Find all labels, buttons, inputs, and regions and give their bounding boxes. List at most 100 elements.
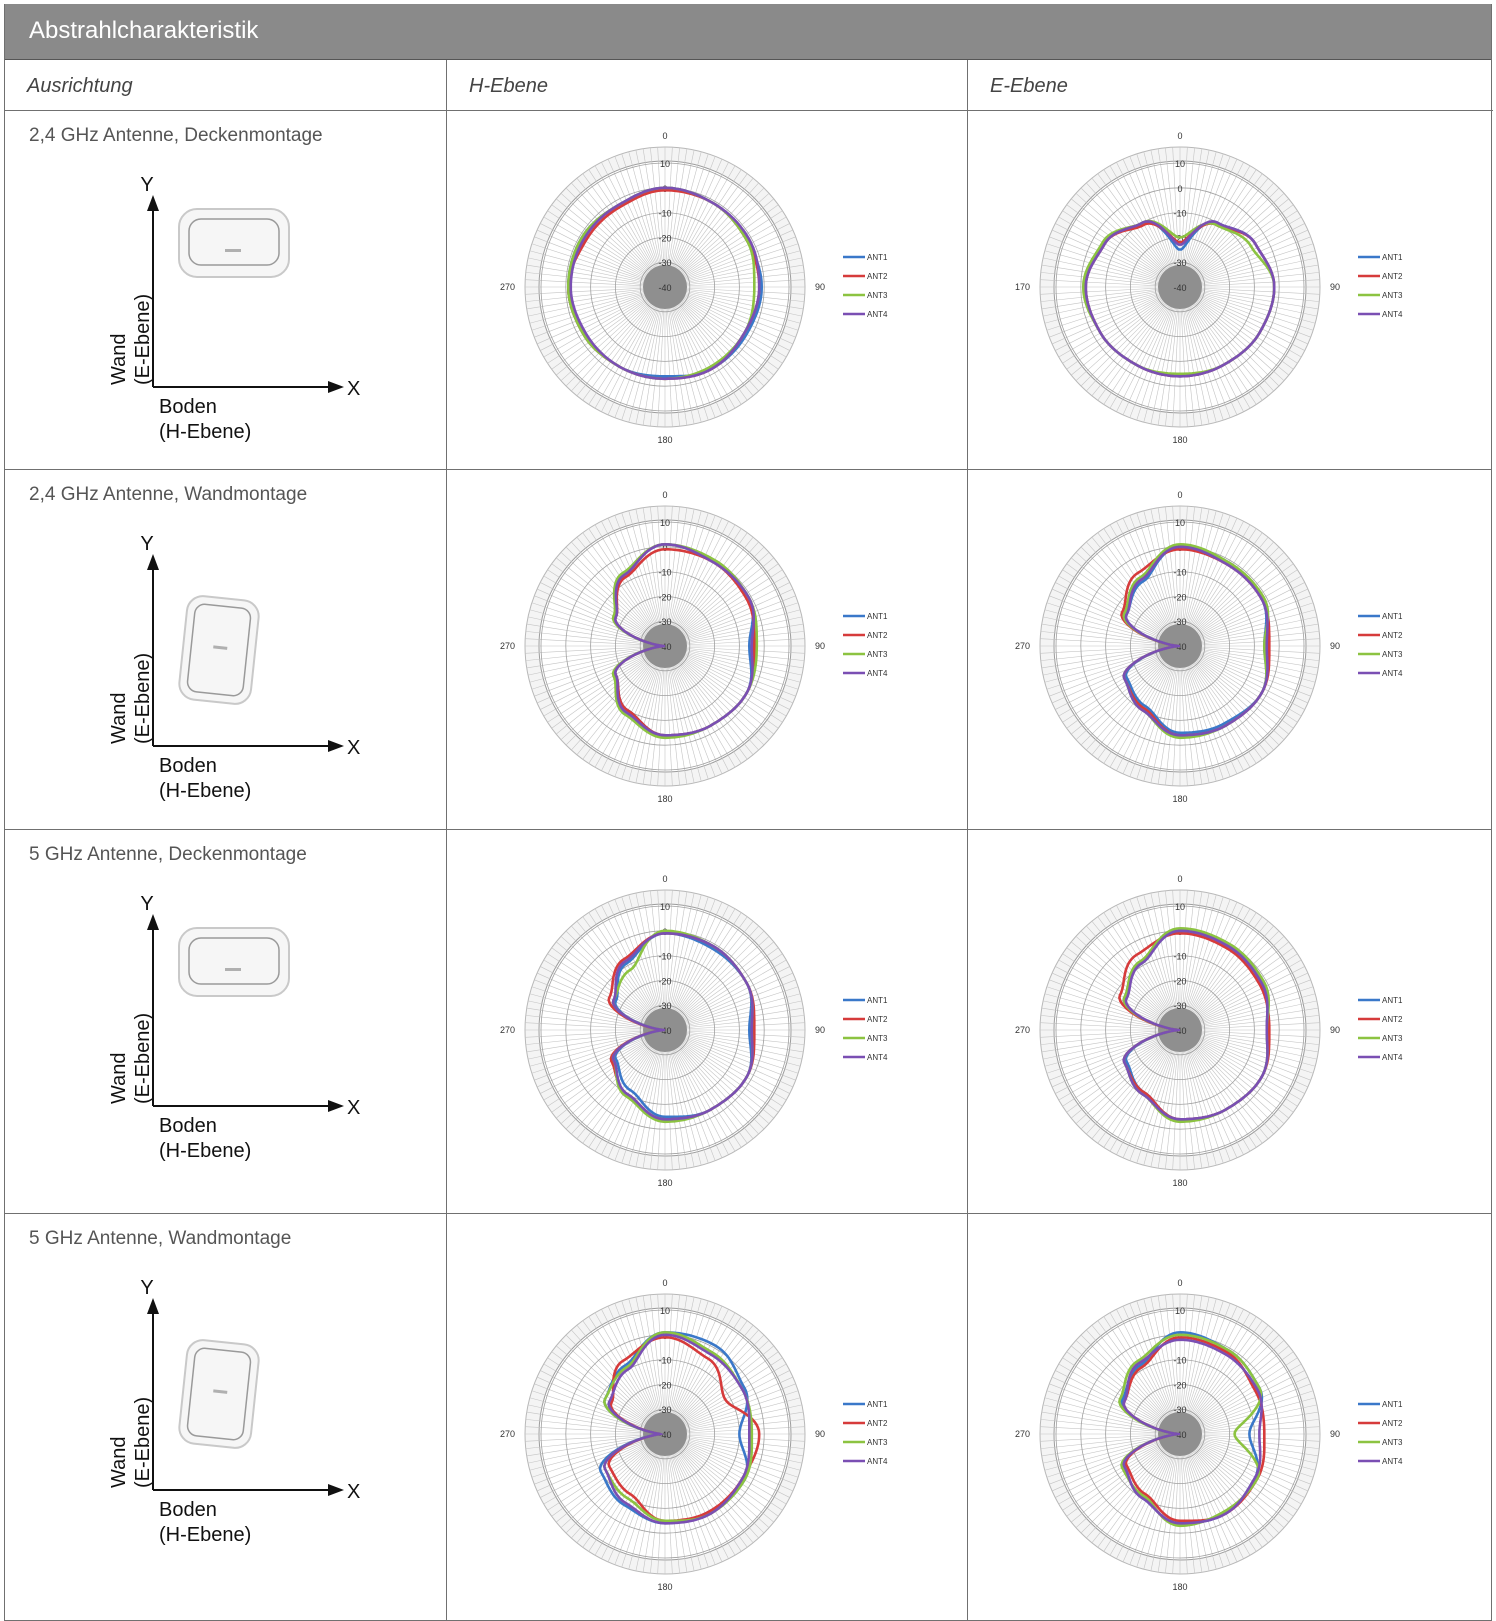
orientation-cell: 5 GHz Antenne, Wandmontage Y X Boden (H-Eben…: [5, 1214, 447, 1620]
h-plane-cell: 10 0 -10 -20 -30 -40 0 90 180 270 ANT1 ANT2 ANT3 ANT4: [447, 470, 968, 829]
polar-ring: [540, 905, 790, 1155]
legend-label-ant3: ANT3: [1382, 1438, 1403, 1447]
floor-plane-label: (H-Ebene): [159, 1140, 251, 1162]
legend-label-ant3: ANT3: [867, 1034, 888, 1043]
polar-ring: [1055, 162, 1305, 412]
floor-label: Boden: [159, 396, 217, 418]
angle-label-90: 90: [1330, 1025, 1340, 1035]
access-point-logo: [225, 968, 241, 971]
polar-ring: [1055, 521, 1305, 771]
radial-tick-label: -20: [658, 976, 671, 986]
legend-label-ant1: ANT1: [867, 612, 888, 621]
polar-ring: [1080, 187, 1280, 387]
radial-tick-label: -20: [1173, 976, 1186, 986]
angle-label-180: 180: [1172, 1582, 1187, 1592]
polar-ring: [639, 620, 691, 672]
floor-label: Boden: [159, 1499, 217, 1521]
header-h-plane-label: H-Ebene: [469, 75, 548, 97]
series-line-ant3: [1081, 219, 1276, 376]
polar-spokes: [1040, 1294, 1320, 1574]
row-title: 5 GHz Antenne, Deckenmontage: [29, 844, 307, 865]
radial-tick-label: -10: [1173, 1356, 1186, 1366]
radial-tick-label: -30: [1173, 617, 1186, 627]
row-title: 2,4 GHz Antenne, Wandmontage: [29, 484, 308, 505]
polar-ring: [1129, 596, 1230, 696]
polar-ring: [639, 261, 691, 313]
e-plane-cell: 10 0 -10 -20 -30 -40 0 90 180 270 ANT1 ANT2 ANT3 ANT4: [968, 830, 1493, 1213]
angle-label-270: 270: [1015, 641, 1030, 651]
floor-plane-label: (H-Ebene): [159, 780, 251, 802]
wall-plane-label: (E-Ebene): [132, 1397, 154, 1488]
wall-plane-label: (E-Ebene): [132, 1013, 154, 1104]
polar-ring: [1154, 620, 1206, 672]
row-title: 2,4 GHz Antenne, Deckenmontage: [29, 125, 323, 146]
legend-label-ant4: ANT4: [867, 1053, 888, 1062]
polar-ring: [1055, 1309, 1305, 1559]
access-point-inner-outline: [188, 218, 280, 266]
angle-label-180: 180: [657, 1582, 672, 1592]
radial-tick-label: 10: [660, 1306, 670, 1316]
radial-tick-label: 10: [660, 902, 670, 912]
legend-label-ant3: ANT3: [1382, 291, 1403, 300]
polar-spokes: [525, 1294, 805, 1574]
polar-spokes: [1040, 890, 1320, 1170]
angle-label-90: 90: [815, 1429, 825, 1439]
wall-label: Wand: [108, 1436, 130, 1488]
access-point-logo: [213, 645, 228, 650]
polar-ring: [565, 546, 765, 746]
radial-tick-label: -40: [658, 1430, 671, 1440]
legend-label-ant3: ANT3: [1382, 1034, 1403, 1043]
y-axis-label: Y: [140, 174, 153, 196]
wall-label-group: Wand (E-Ebene): [108, 653, 154, 744]
orientation-diagram: Y X Boden (H-Ebene) Wand (E-Ebene): [108, 174, 360, 443]
angle-label-180: 180: [1172, 435, 1187, 445]
series-line-ant3: [1122, 543, 1270, 740]
access-point-device: [178, 1339, 260, 1449]
angle-label-180: 180: [657, 435, 672, 445]
polar-ring: [1105, 571, 1255, 721]
access-point-logo: [225, 249, 241, 252]
polar-chart: 10 0 -10 -20 -30 -40 0 90 180 170 ANT1 ANT2 ANT3 ANT4: [1015, 131, 1403, 445]
legend-label-ant4: ANT4: [867, 1457, 888, 1466]
series-line-ant4: [602, 1333, 751, 1525]
angle-label-90: 90: [815, 1025, 825, 1035]
orientation-diagram: Y X Boden (H-Ebene) Wand (E-Ebene): [108, 533, 360, 802]
legend-label-ant2: ANT2: [1382, 272, 1403, 281]
radial-tick-label: -10: [658, 209, 671, 219]
header-orientation-label: Ausrichtung: [27, 75, 133, 97]
legend-label-ant2: ANT2: [1382, 1015, 1403, 1024]
x-axis-label: X: [347, 1097, 360, 1119]
polar-ring: [1154, 1408, 1206, 1460]
floor-plane-label: (H-Ebene): [159, 1524, 251, 1546]
y-axis-arrow: [147, 554, 159, 570]
header-orientation: Ausrichtung: [5, 60, 447, 111]
series-line-ant3: [1118, 1333, 1263, 1528]
radial-tick-label: -20: [658, 233, 671, 243]
radial-tick-label: 10: [1175, 902, 1185, 912]
e-plane-cell: 10 0 -10 -20 -30 -40 0 90 180 270 ANT1 ANT2 ANT3 ANT4: [968, 470, 1493, 829]
radial-tick-label: -30: [1173, 1405, 1186, 1415]
radial-tick-label: -20: [1173, 1380, 1186, 1390]
x-axis-arrow: [328, 1484, 344, 1496]
angle-label-270: 270: [500, 282, 515, 292]
radial-tick-label: -20: [658, 592, 671, 602]
legend-label-ant2: ANT2: [867, 272, 888, 281]
radial-tick-label: -20: [658, 1380, 671, 1390]
angle-label-0: 0: [1177, 874, 1182, 884]
x-axis-label: X: [347, 1481, 360, 1503]
y-axis-arrow: [147, 914, 159, 930]
angle-label-270: 270: [500, 641, 515, 651]
angle-label-270: 170: [1015, 282, 1030, 292]
angle-label-0: 0: [1177, 1278, 1182, 1288]
polar-ring: [1154, 1004, 1206, 1056]
legend-label-ant3: ANT3: [867, 1438, 888, 1447]
h-plane-cell: 10 0 -10 -20 -30 -40 0 90 180 270 ANT1 ANT2 ANT3 ANT4: [447, 111, 968, 469]
polar-ring: [1129, 979, 1230, 1080]
wall-label-group: Wand (E-Ebene): [108, 1397, 154, 1488]
series-line-ant4: [1084, 220, 1276, 378]
radial-tick-label: 10: [1175, 1306, 1185, 1316]
